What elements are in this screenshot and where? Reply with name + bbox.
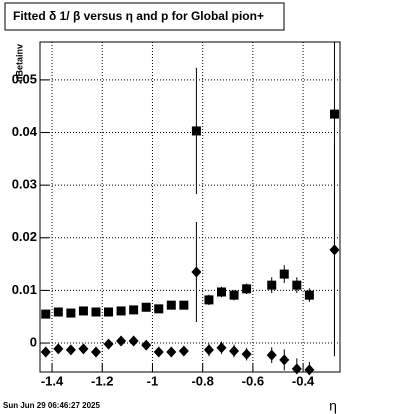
title-box — [4, 2, 285, 31]
data-point — [279, 354, 290, 366]
y-tick-label: 0.01 — [12, 282, 37, 297]
data-point — [128, 335, 139, 347]
data-point — [41, 309, 51, 319]
data-point — [266, 349, 277, 361]
data-point — [304, 290, 314, 300]
data-point — [53, 343, 64, 355]
data-point — [166, 346, 177, 358]
data-point — [178, 345, 189, 357]
data-point — [154, 304, 164, 314]
data-point — [116, 335, 127, 347]
data-point — [216, 342, 227, 354]
chart-title: Fitted δ 1/ β versus η and p for Global … — [13, 9, 264, 23]
x-axis-label: η — [329, 398, 337, 414]
x-tick-label: -1 — [147, 373, 159, 388]
data-point — [329, 109, 339, 119]
data-point — [78, 343, 89, 355]
y-tick-label: 0 — [30, 334, 37, 349]
data-point — [53, 307, 63, 317]
data-point — [90, 346, 101, 358]
data-point — [329, 244, 340, 256]
data-point — [166, 300, 176, 310]
data-point — [191, 266, 202, 278]
data-point — [40, 346, 51, 358]
data-point — [229, 345, 240, 357]
data-point — [153, 346, 164, 358]
data-point — [116, 306, 126, 316]
x-tick-label: -0.8 — [191, 373, 213, 388]
data-point — [292, 280, 302, 290]
y-tick-label: 0.04 — [12, 124, 38, 139]
data-point — [141, 339, 152, 351]
data-point — [91, 307, 101, 317]
data-point — [291, 363, 302, 375]
data-point — [304, 364, 315, 376]
x-tick-label: -1.4 — [41, 373, 64, 388]
y-axis-label: dBetainv — [14, 44, 24, 82]
data-point — [103, 338, 114, 350]
x-tick-label: -1.2 — [91, 373, 113, 388]
data-point — [203, 344, 214, 356]
data-point — [204, 295, 214, 305]
x-tick-label: -0.6 — [242, 373, 264, 388]
data-point — [179, 300, 189, 310]
data-point — [66, 308, 76, 318]
data-point — [141, 302, 151, 312]
y-tick-label: 0.03 — [12, 177, 37, 192]
data-point — [267, 280, 277, 290]
data-point — [217, 287, 227, 297]
data-point — [65, 344, 76, 356]
x-tick-label: -0.4 — [292, 373, 315, 388]
data-point — [129, 305, 139, 315]
data-point — [241, 348, 252, 360]
y-tick-label: 0.05 — [12, 71, 37, 86]
data-point — [279, 269, 289, 279]
y-tick-label: 0.02 — [12, 229, 37, 244]
frame — [39, 41, 341, 373]
data-point — [229, 290, 239, 300]
timestamp: Sun Jun 29 06:46:27 2025 — [3, 401, 100, 410]
data-point — [78, 306, 88, 316]
data-point — [242, 284, 252, 294]
data-point — [104, 307, 114, 317]
data-point — [191, 126, 201, 136]
